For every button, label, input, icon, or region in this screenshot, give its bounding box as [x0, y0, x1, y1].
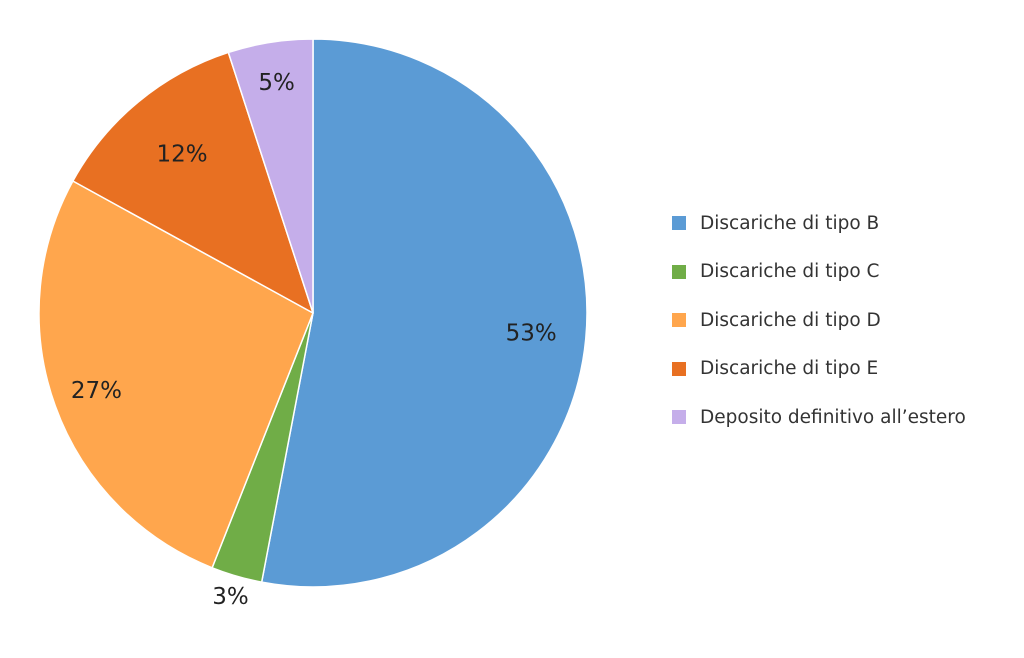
- legend-swatch-discariche-tipo-e: [672, 361, 686, 376]
- legend-swatch-discariche-tipo-d: [672, 313, 686, 328]
- legend-label-discariche-tipo-b: Discariche di tipo B: [700, 212, 880, 234]
- legend-item-deposito-estero: Deposito definitivo all’estero: [672, 393, 966, 442]
- data-label-discariche-tipo-c: 3%: [212, 584, 249, 610]
- data-label-discariche-tipo-e: 12%: [156, 142, 207, 168]
- pie-slices: [38, 38, 588, 588]
- legend-item-discariche-tipo-d: Discariche di tipo D: [672, 296, 966, 345]
- legend-item-discariche-tipo-c: Discariche di tipo C: [672, 248, 966, 297]
- pie-slice-discariche-tipo-e: [72, 51, 314, 314]
- legend-label-deposito-estero: Deposito definitivo all’estero: [700, 406, 966, 428]
- data-label-discariche-tipo-d: 27%: [71, 378, 122, 404]
- legend-label-discariche-tipo-d: Discariche di tipo D: [700, 309, 881, 331]
- data-label-discariche-tipo-b: 53%: [506, 321, 557, 347]
- pie-slice-deposito-estero: [227, 38, 314, 314]
- legend-item-discariche-tipo-b: Discariche di tipo B: [672, 199, 966, 248]
- legend-swatch-discariche-tipo-c: [672, 264, 686, 279]
- legend-item-discariche-tipo-e: Discariche di tipo E: [672, 345, 966, 394]
- legend-label-discariche-tipo-c: Discariche di tipo C: [700, 261, 880, 283]
- legend-swatch-deposito-estero: [672, 410, 686, 425]
- legend-swatch-discariche-tipo-b: [672, 216, 686, 231]
- legend: Discariche di tipo B Discariche di tipo …: [672, 199, 966, 442]
- pie-slice-discariche-tipo-d: [38, 180, 314, 569]
- data-label-deposito-estero: 5%: [258, 70, 295, 96]
- pie-data-labels: 53% 3% 27% 12% 5%: [71, 70, 557, 610]
- pie-slice-discariche-tipo-b: [260, 38, 588, 588]
- legend-label-discariche-tipo-e: Discariche di tipo E: [700, 358, 879, 380]
